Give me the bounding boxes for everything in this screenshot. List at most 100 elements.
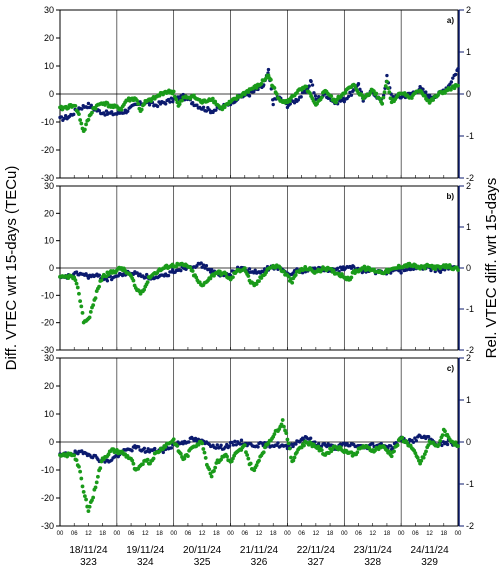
data-point-right: [86, 117, 91, 122]
data-point-left: [299, 95, 303, 99]
date-label: 20/11/24: [183, 545, 222, 556]
right-tick-label: 2: [466, 181, 471, 191]
data-point-right: [290, 280, 295, 285]
data-point-left: [256, 445, 260, 449]
right-tick-label: 2: [466, 353, 471, 363]
left-tick-label: 20: [44, 208, 54, 218]
data-point-left: [312, 91, 316, 95]
data-point-right: [349, 275, 354, 280]
data-point-left: [342, 99, 346, 104]
date-label: 21/11/24: [240, 545, 279, 556]
data-point-right: [447, 263, 452, 267]
data-point-right: [78, 299, 83, 304]
data-point-right: [77, 291, 81, 296]
hour-tick-label: 06: [128, 531, 135, 537]
data-point-right: [382, 90, 387, 95]
data-point-left: [456, 67, 460, 71]
data-point-right: [280, 418, 285, 422]
data-point-right: [284, 431, 289, 436]
data-point-left: [97, 109, 102, 113]
data-point-right: [438, 439, 443, 443]
data-point-right: [302, 443, 306, 448]
data-point-right: [225, 454, 229, 459]
data-point-right: [73, 278, 78, 283]
data-point-left: [142, 446, 147, 450]
data-point-right: [196, 442, 201, 447]
data-point-right: [386, 86, 391, 91]
data-point-left: [266, 67, 271, 72]
left-tick-label: -20: [41, 145, 54, 155]
data-point-left: [193, 436, 198, 441]
data-point-right: [308, 91, 312, 96]
hour-tick-label: 12: [85, 531, 92, 537]
data-point-left: [296, 98, 301, 102]
data-point-right: [73, 103, 78, 108]
data-point-left: [239, 438, 244, 442]
data-point-right: [135, 98, 139, 103]
data-point-right: [74, 281, 79, 286]
data-point-left: [234, 443, 238, 447]
data-point-left: [408, 267, 413, 272]
data-point-left: [145, 449, 149, 454]
data-point-right: [286, 441, 291, 446]
left-tick-label: -30: [41, 521, 54, 531]
data-point-left: [308, 436, 313, 440]
data-point-left: [276, 441, 280, 445]
data-point-right: [331, 268, 336, 273]
data-point-right: [421, 455, 426, 460]
data-point-right: [257, 279, 261, 284]
data-point-left: [143, 275, 147, 280]
hour-tick-label: 12: [142, 531, 149, 537]
data-point-left: [63, 114, 68, 118]
left-tick-label: -20: [41, 493, 54, 503]
data-point-right: [268, 77, 273, 82]
hour-tick-label: 18: [156, 531, 163, 537]
data-point-left: [171, 99, 175, 104]
data-point-right: [437, 442, 441, 447]
data-point-left: [252, 271, 256, 275]
data-point-right: [292, 455, 297, 460]
right-tick-label: 1: [466, 47, 471, 57]
data-point-left: [426, 435, 431, 439]
data-point-right: [246, 456, 251, 461]
data-point-left: [166, 273, 171, 278]
hour-tick-label: 00: [455, 531, 462, 537]
data-point-right: [182, 456, 187, 461]
data-point-right: [86, 509, 91, 513]
doy-label: 325: [194, 557, 211, 568]
data-point-left: [214, 108, 218, 112]
data-point-right: [254, 463, 259, 468]
data-point-left: [80, 449, 84, 453]
data-point-left: [238, 442, 242, 446]
data-point-left: [379, 441, 383, 446]
data-point-right: [278, 266, 283, 271]
data-point-left: [449, 80, 454, 84]
left-tick-label: 0: [49, 89, 54, 99]
data-point-left: [227, 444, 232, 448]
data-point-right: [141, 462, 145, 467]
data-point-left: [438, 270, 443, 274]
hour-tick-label: 00: [170, 531, 177, 537]
data-point-left: [89, 103, 93, 108]
data-point-right: [422, 93, 427, 98]
data-point-left: [215, 443, 219, 447]
doy-label: 326: [251, 557, 268, 568]
data-point-left: [411, 267, 416, 271]
hour-tick-label: 00: [114, 531, 121, 537]
data-point-right: [201, 447, 206, 451]
data-point-left: [223, 445, 228, 449]
data-point-right: [385, 79, 389, 84]
data-point-left: [146, 447, 150, 451]
data-point-right: [180, 98, 184, 103]
data-point-right: [119, 107, 124, 112]
data-point-right: [254, 282, 259, 286]
data-point-right: [453, 440, 458, 445]
data-point-right: [93, 106, 98, 111]
hour-tick-label: 06: [185, 531, 192, 537]
data-point-left: [325, 444, 329, 449]
data-point-right: [245, 453, 250, 457]
data-point-right: [177, 102, 182, 107]
data-point-left: [155, 104, 160, 109]
data-point-right: [374, 91, 379, 96]
data-point-right: [74, 458, 79, 463]
